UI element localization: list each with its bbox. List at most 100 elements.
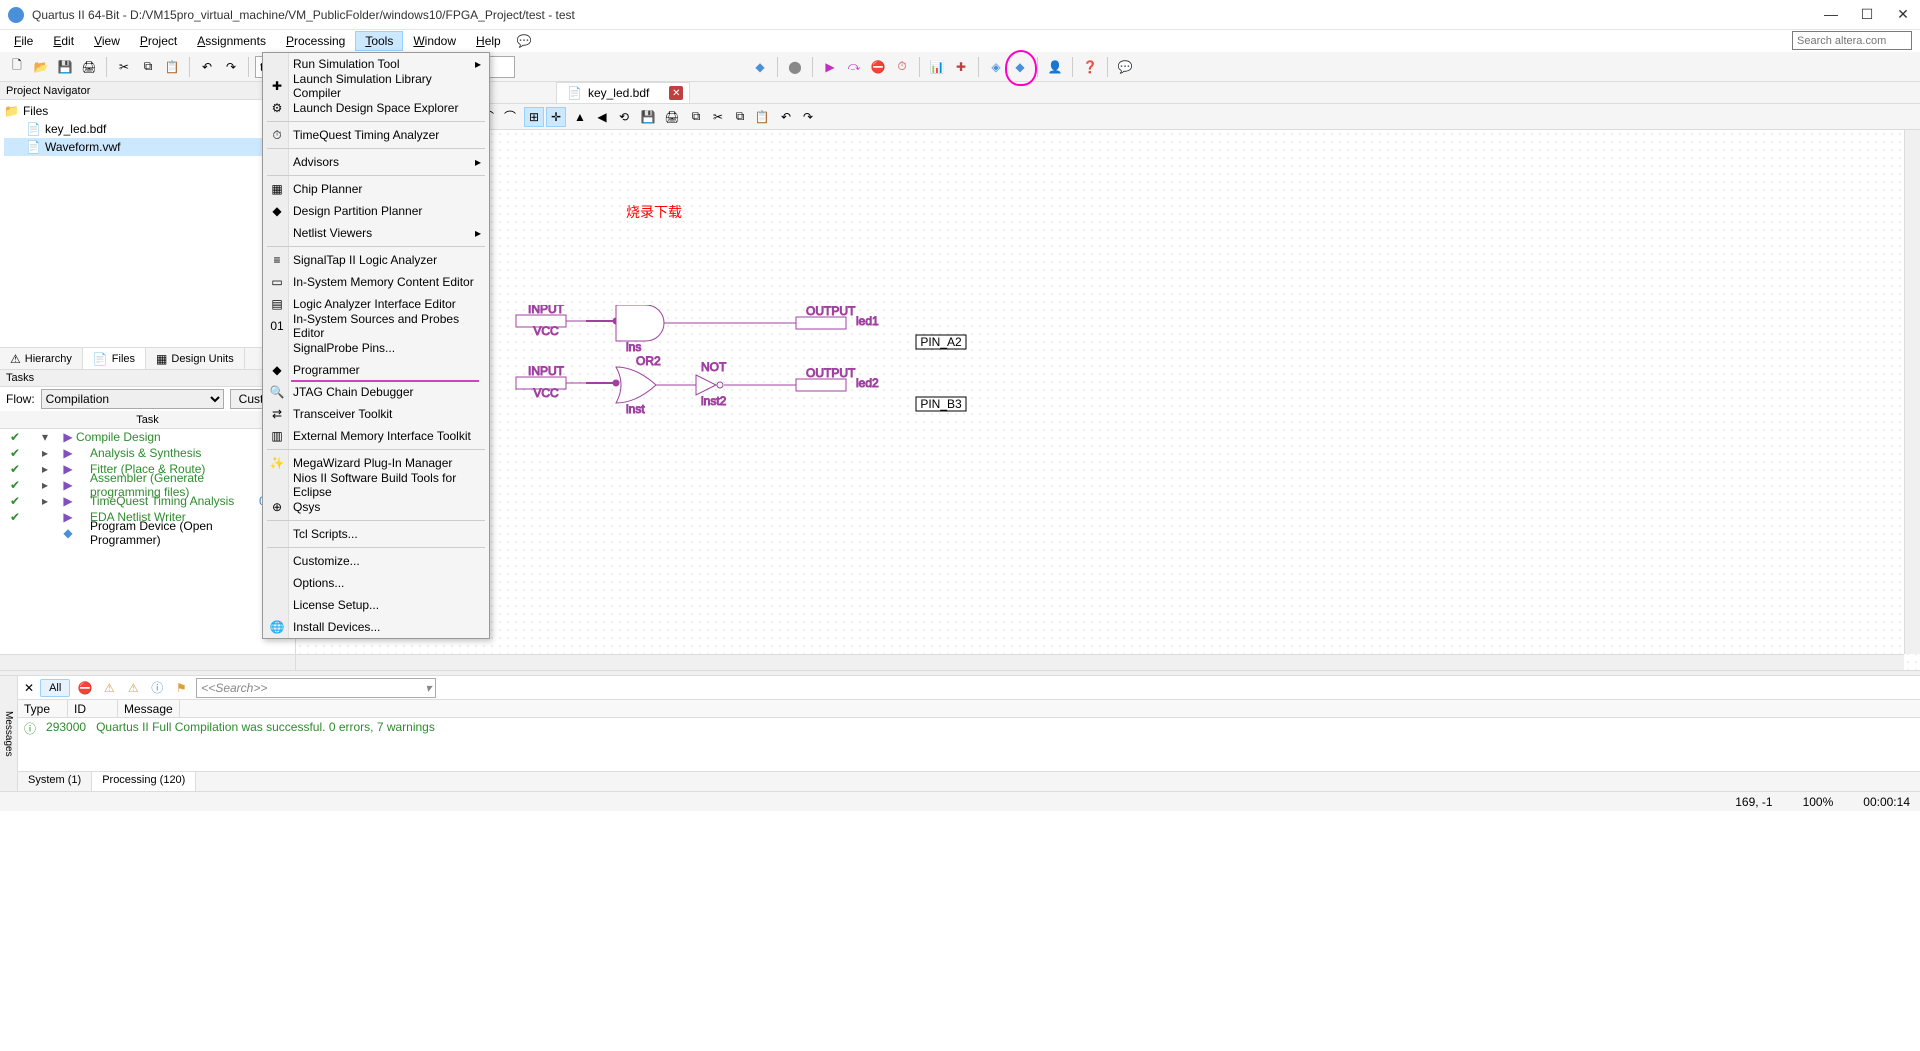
- menu-view[interactable]: View: [84, 31, 130, 51]
- nav-tab-design-units[interactable]: ▦Design Units: [146, 348, 245, 369]
- menu-item-design-partition-planner[interactable]: ◆Design Partition Planner: [263, 200, 489, 222]
- all-filter[interactable]: All: [40, 679, 70, 697]
- menu-item-customize-[interactable]: Customize...: [263, 550, 489, 572]
- paste-icon[interactable]: 📋: [161, 56, 183, 78]
- maximize-button[interactable]: ☐: [1858, 6, 1876, 23]
- feedback2-icon[interactable]: 💬: [1114, 56, 1136, 78]
- tool-icon[interactable]: ◆: [749, 56, 771, 78]
- menu-item-launch-simulation-library-compiler[interactable]: ✚Launch Simulation Library Compiler: [263, 75, 489, 97]
- folder-node[interactable]: 📁 Files: [4, 102, 291, 120]
- rotate-icon[interactable]: ⟲: [614, 107, 634, 127]
- file-tree[interactable]: 📁 Files 📄key_led.bdf📄Waveform.vwf: [0, 100, 295, 347]
- menu-item-chip-planner[interactable]: ▦Chip Planner: [263, 178, 489, 200]
- redo2-icon[interactable]: ↷: [798, 107, 818, 127]
- message-search[interactable]: <<Search>> ▾: [196, 678, 436, 698]
- flow-select[interactable]: Compilation: [41, 389, 224, 409]
- menu-item-jtag-chain-debugger[interactable]: 🔍JTAG Chain Debugger: [263, 381, 489, 403]
- menu-project[interactable]: Project: [130, 31, 187, 51]
- copy-icon[interactable]: ⧉: [137, 56, 159, 78]
- close-button[interactable]: ✕: [1894, 6, 1912, 23]
- play-icon[interactable]: ▶: [819, 56, 841, 78]
- new-icon[interactable]: 🗋: [6, 56, 28, 78]
- schematic-canvas[interactable]: 烧录下载 INPUT VCC AND2 ins: [296, 130, 1920, 670]
- menu-assignments[interactable]: Assignments: [187, 31, 276, 51]
- menu-item-transceiver-toolkit[interactable]: ⇄Transceiver Toolkit: [263, 403, 489, 425]
- flag-filter-icon[interactable]: ⚑: [172, 679, 190, 697]
- close-msgs-icon[interactable]: ✕: [24, 681, 34, 695]
- message-row[interactable]: ⓘ 293000 Quartus II Full Compilation was…: [18, 718, 1920, 739]
- tool3-icon[interactable]: ✚: [950, 56, 972, 78]
- menu-item-qsys[interactable]: ⊕Qsys: [263, 496, 489, 518]
- menu-tools[interactable]: Tools: [355, 31, 403, 51]
- menu-item-tcl-scripts-[interactable]: Tcl Scripts...: [263, 523, 489, 545]
- menu-item-programmer[interactable]: ◆Programmer: [263, 359, 489, 381]
- scrollbar-h-canvas[interactable]: [296, 654, 1904, 670]
- tab-close-icon[interactable]: ✕: [669, 86, 683, 100]
- save-icon[interactable]: 💾: [54, 56, 76, 78]
- menu-file[interactable]: File: [4, 31, 43, 51]
- open-icon[interactable]: 📂: [30, 56, 52, 78]
- stop-icon[interactable]: ⬤: [784, 56, 806, 78]
- msg-tab[interactable]: Processing (120): [92, 772, 196, 791]
- task-row[interactable]: ✔▸▶TimeQuest Timing Analysis00:00: [0, 493, 295, 509]
- search-input[interactable]: [1792, 31, 1912, 50]
- menu-item-in-system-memory-content-editor[interactable]: ▭In-System Memory Content Editor: [263, 271, 489, 293]
- help-icon[interactable]: ❓: [1079, 56, 1101, 78]
- step-icon[interactable]: ⤼: [843, 56, 865, 78]
- find-icon[interactable]: ⧉: [686, 107, 706, 127]
- menu-window[interactable]: Window: [403, 31, 466, 51]
- menu-help[interactable]: Help: [466, 31, 511, 51]
- task-row[interactable]: ✔▸▶Analysis & Synthesis: [0, 445, 295, 461]
- menu-item-in-system-sources-and-probes-editor[interactable]: 01In-System Sources and Probes Editor: [263, 315, 489, 337]
- stop2-icon[interactable]: ⛔: [867, 56, 889, 78]
- arc2-icon[interactable]: ⌒: [500, 107, 520, 127]
- msg-tab[interactable]: System (1): [18, 772, 92, 791]
- print-icon[interactable]: 🖨: [78, 56, 100, 78]
- file-node[interactable]: 📄Waveform.vwf: [4, 138, 291, 156]
- scrollbar-h[interactable]: [0, 654, 295, 670]
- menu-item-license-setup-[interactable]: License Setup...: [263, 594, 489, 616]
- warn-filter-icon[interactable]: ⚠: [100, 679, 118, 697]
- programmer-icon[interactable]: ◆: [1009, 56, 1031, 78]
- cut-icon[interactable]: ✂: [113, 56, 135, 78]
- menu-item-advisors[interactable]: Advisors▸: [263, 151, 489, 173]
- person-icon[interactable]: 👤: [1044, 56, 1066, 78]
- warn2-filter-icon[interactable]: ⚠: [124, 679, 142, 697]
- menu-item-options-[interactable]: Options...: [263, 572, 489, 594]
- task-row[interactable]: ✔▾▶Compile Design: [0, 429, 295, 445]
- undo-icon[interactable]: ↶: [196, 56, 218, 78]
- timer-icon[interactable]: ⏱: [891, 56, 913, 78]
- error-filter-icon[interactable]: ⛔: [76, 679, 94, 697]
- feedback-icon[interactable]: 💬: [517, 34, 532, 48]
- menu-edit[interactable]: Edit: [43, 31, 84, 51]
- nav-tab-hierarchy[interactable]: ⚠Hierarchy: [0, 348, 83, 369]
- info-filter-icon[interactable]: ⓘ: [148, 679, 166, 697]
- flip2-icon[interactable]: ◀: [592, 107, 612, 127]
- nav-tab-files[interactable]: 📄Files: [83, 348, 146, 369]
- menu-item-timequest-timing-analyzer[interactable]: ⏱TimeQuest Timing Analyzer: [263, 124, 489, 146]
- menu-item-install-devices-[interactable]: 🌐Install Devices...: [263, 616, 489, 638]
- undo2-icon[interactable]: ↶: [776, 107, 796, 127]
- document-tab[interactable]: 📄 key_led.bdf ✕: [556, 82, 690, 103]
- save2-icon[interactable]: 💾: [638, 107, 658, 127]
- snap2-icon[interactable]: ✛: [546, 107, 566, 127]
- paste2-icon[interactable]: 📋: [752, 107, 772, 127]
- redo-icon[interactable]: ↷: [220, 56, 242, 78]
- flip-icon[interactable]: ▲: [570, 107, 590, 127]
- tool2-icon[interactable]: 📊: [926, 56, 948, 78]
- task-row[interactable]: ✔▸▶Assembler (Generate programming files…: [0, 477, 295, 493]
- task-row[interactable]: ◆Program Device (Open Programmer): [0, 525, 295, 541]
- menu-item-nios-ii-software-build-tools-for-eclipse[interactable]: Nios II Software Build Tools for Eclipse: [263, 474, 489, 496]
- chip-icon[interactable]: ◈: [985, 56, 1007, 78]
- minimize-button[interactable]: —: [1822, 6, 1840, 23]
- menu-item-netlist-viewers[interactable]: Netlist Viewers▸: [263, 222, 489, 244]
- menu-item-launch-design-space-explorer[interactable]: ⚙Launch Design Space Explorer: [263, 97, 489, 119]
- menu-item-signaltap-ii-logic-analyzer[interactable]: ≡SignalTap II Logic Analyzer: [263, 249, 489, 271]
- cut2-icon[interactable]: ✂: [708, 107, 728, 127]
- snap1-icon[interactable]: ⊞: [524, 107, 544, 127]
- copy2-icon[interactable]: ⧉: [730, 107, 750, 127]
- scrollbar-v[interactable]: [1904, 130, 1920, 654]
- file-node[interactable]: 📄key_led.bdf: [4, 120, 291, 138]
- menu-item-external-memory-interface-toolkit[interactable]: ▥External Memory Interface Toolkit: [263, 425, 489, 447]
- menu-item-signalprobe-pins-[interactable]: SignalProbe Pins...: [263, 337, 489, 359]
